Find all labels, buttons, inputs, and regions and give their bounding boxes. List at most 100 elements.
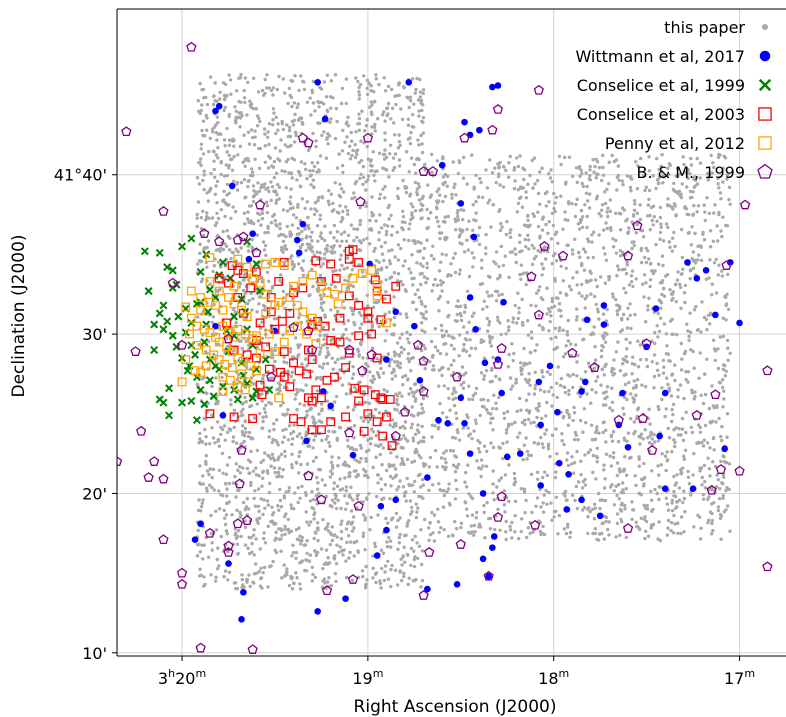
source-dot — [410, 405, 414, 409]
source-dot — [338, 204, 342, 208]
source-dot — [538, 202, 542, 206]
source-dot — [643, 506, 648, 511]
source-dot — [608, 209, 612, 213]
source-dot — [677, 486, 681, 490]
source-dot — [581, 430, 585, 434]
source-dot — [340, 216, 345, 220]
source-dot — [482, 503, 486, 508]
source-dot — [303, 227, 307, 231]
source-dot — [665, 450, 669, 454]
source-dot — [495, 315, 500, 319]
source-dot — [283, 454, 287, 458]
source-dot — [673, 363, 677, 367]
source-dot — [616, 482, 621, 487]
source-dot — [610, 408, 615, 413]
source-dot — [585, 280, 589, 284]
source-dot — [727, 197, 731, 202]
source-dot — [505, 410, 510, 414]
source-dot — [655, 368, 660, 373]
source-dot — [672, 444, 677, 449]
source-dot — [680, 255, 684, 260]
source-dot — [648, 422, 652, 426]
source-dot — [368, 442, 373, 446]
source-dot — [412, 125, 416, 129]
conselice-1999-point — [168, 283, 177, 292]
source-dot — [352, 424, 357, 428]
source-dot — [685, 322, 689, 326]
source-dot — [526, 233, 530, 237]
source-dot — [691, 473, 695, 477]
source-dot — [603, 252, 607, 256]
source-dot — [504, 431, 509, 435]
source-dot — [630, 246, 634, 251]
source-dot — [404, 190, 409, 195]
source-dot — [594, 430, 598, 435]
source-dot — [519, 186, 523, 191]
source-dot — [696, 204, 701, 208]
source-dot — [401, 554, 405, 558]
source-dot — [318, 293, 322, 297]
source-dot — [454, 526, 459, 531]
source-dot — [255, 402, 259, 406]
source-dot — [647, 197, 651, 202]
source-dot — [693, 390, 697, 394]
source-dot — [542, 390, 547, 394]
source-dot — [536, 441, 541, 446]
source-dot — [365, 236, 369, 241]
wittmann-point — [656, 432, 663, 440]
source-dot — [337, 456, 341, 460]
source-dot — [329, 106, 333, 110]
source-dot — [407, 227, 411, 231]
source-dot — [720, 274, 724, 278]
source-dot — [393, 568, 398, 572]
source-dot — [229, 92, 233, 96]
source-dot — [214, 402, 218, 406]
source-dot — [535, 343, 539, 347]
source-dot — [485, 305, 489, 309]
source-dot — [634, 483, 638, 488]
source-dot — [593, 506, 598, 510]
source-dot — [495, 485, 499, 489]
source-dot — [689, 156, 693, 161]
source-dot — [518, 396, 522, 401]
source-dot — [529, 350, 533, 355]
source-dot — [371, 150, 375, 154]
source-dot — [302, 543, 306, 548]
source-dot — [622, 395, 627, 399]
source-dot — [235, 586, 239, 591]
source-dot — [524, 398, 529, 402]
source-dot — [523, 237, 527, 242]
source-dot — [296, 345, 301, 350]
source-dot — [697, 376, 701, 380]
source-dot — [210, 548, 214, 552]
source-dot — [312, 164, 317, 169]
source-dot — [478, 176, 482, 181]
source-dot — [411, 578, 415, 583]
source-dot — [565, 451, 570, 455]
source-dot — [564, 266, 568, 270]
source-dot — [361, 513, 366, 517]
source-dot — [650, 469, 654, 473]
source-dot — [428, 455, 433, 460]
source-dot — [721, 215, 725, 219]
source-dot — [695, 328, 700, 332]
source-dot — [644, 519, 649, 524]
source-dot — [656, 537, 660, 541]
source-dot — [527, 372, 531, 376]
source-dot — [233, 105, 237, 109]
source-dot — [288, 207, 293, 211]
source-dot — [663, 414, 667, 419]
source-dot — [366, 174, 371, 178]
source-dot — [466, 415, 470, 420]
source-dot — [395, 93, 400, 98]
source-dot — [462, 310, 467, 314]
source-dot — [638, 217, 643, 222]
source-dot — [679, 468, 683, 472]
source-dot — [519, 529, 523, 534]
source-dot — [456, 171, 461, 176]
source-dot — [287, 86, 292, 91]
source-dot — [491, 355, 495, 360]
source-dot — [602, 336, 606, 341]
source-dot — [611, 455, 616, 460]
source-dot — [567, 202, 571, 206]
